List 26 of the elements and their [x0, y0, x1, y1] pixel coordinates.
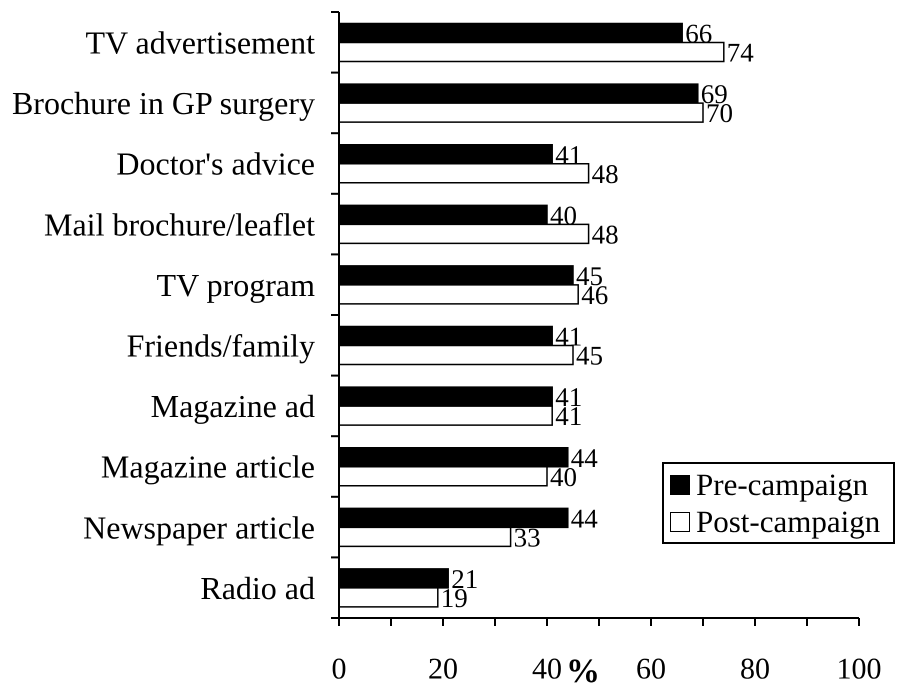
data-label: 48 [592, 158, 619, 189]
y-tick-label: Mail brochure/leaflet [44, 206, 316, 242]
x-tick-label: 80 [740, 652, 770, 686]
y-tick-label: Doctor's advice [116, 146, 315, 182]
data-label: 48 [592, 219, 619, 250]
legend-label: Pre-campaign [696, 467, 868, 502]
y-tick-label: Friends/family [126, 328, 315, 364]
legend-label: Post-campaign [696, 504, 880, 539]
y-tick-label: Magazine article [100, 448, 315, 485]
data-label: 44 [570, 503, 598, 534]
x-tick-label: 100 [836, 652, 882, 686]
data-label: 74 [726, 38, 754, 68]
data-label: 66 [685, 18, 712, 49]
y-tick-label: Radio ad [200, 570, 315, 606]
data-label: 40 [550, 200, 577, 230]
y-tick-label: Newspaper article [83, 509, 315, 546]
x-axis-title: % [566, 653, 600, 690]
y-tick-label: TV program [156, 266, 316, 303]
x-tick-label: 40 [532, 652, 562, 686]
y-tick-label: Magazine ad [150, 388, 315, 424]
x-tick-label: 0 [332, 652, 346, 686]
y-tick-label: TV advertisement [85, 24, 316, 60]
data-label: 33 [514, 522, 541, 552]
y-tick-label: Brochure in GP surgery [12, 85, 315, 122]
x-tick-label: 60 [636, 652, 666, 686]
x-tick-label: 20 [428, 652, 458, 686]
